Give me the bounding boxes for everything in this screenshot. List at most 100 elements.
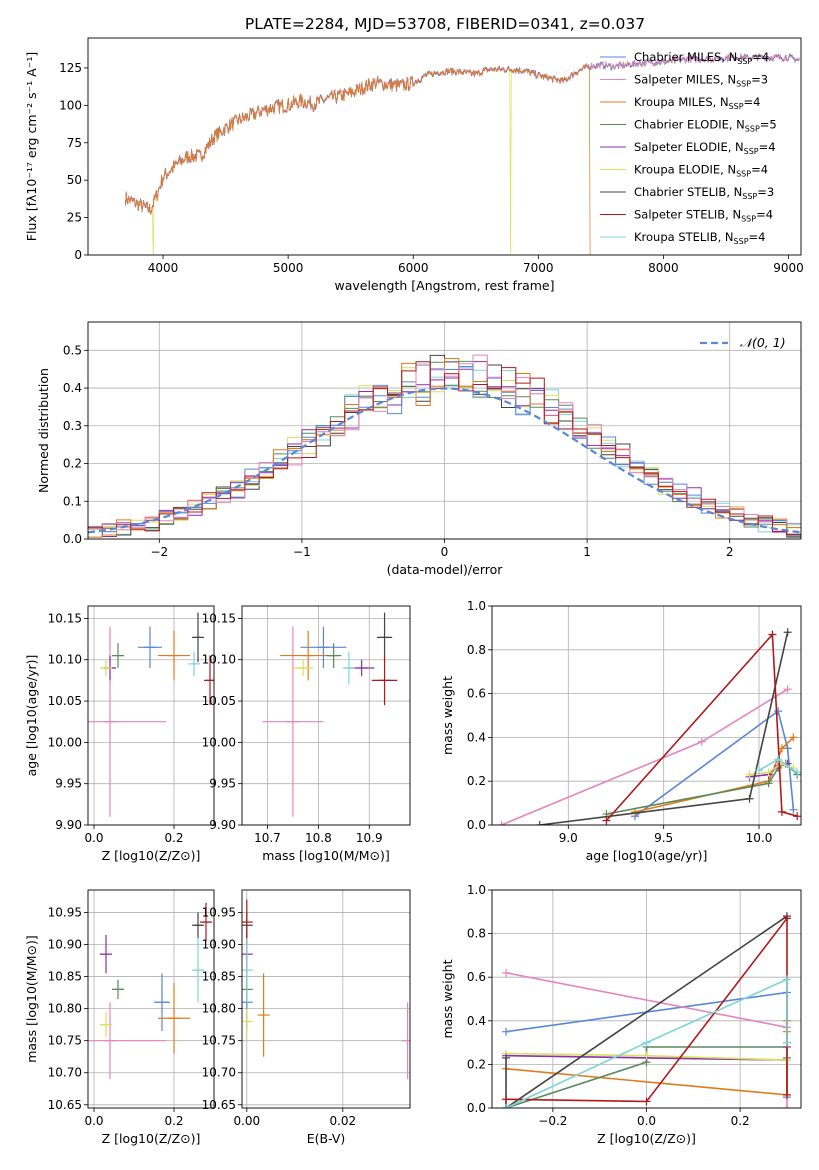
x-tick-label: 10.9 xyxy=(356,831,383,845)
errorbar-point xyxy=(100,934,112,974)
y-tick-label: 9.90 xyxy=(55,818,82,832)
axes-frame xyxy=(87,321,802,540)
y-tick-label: 100 xyxy=(59,98,82,112)
panel-mass-vs-Z: 0.0 0.2 10.65 10.70 10.75 10.80 10.85 10.90 10.9… xyxy=(24,889,215,1146)
spectrum-line-kroupa-miles xyxy=(125,63,591,255)
x-axis-label: mass [log10(M/M⊙)] xyxy=(262,848,390,863)
x-tick-label: 0 xyxy=(441,545,449,559)
legend-entry: Kroupa STELIB, NSSP=4 xyxy=(634,230,765,246)
plot-area xyxy=(88,612,214,817)
y-axis-label: Flux [fλ10⁻¹⁷ erg cm⁻² s⁻¹ A⁻¹] xyxy=(24,52,39,241)
weight-marker xyxy=(793,812,801,821)
legend-entry: Kroupa MILES, NSSP=4 xyxy=(634,95,760,111)
y-tick-label: 10.75 xyxy=(48,1034,82,1048)
histogram-step xyxy=(88,361,801,535)
weight-marker xyxy=(697,737,706,746)
errorbar-point xyxy=(262,626,324,817)
x-tick-label: −2 xyxy=(150,545,168,559)
errorbar-point xyxy=(257,973,270,1057)
y-tick-label: 10.95 xyxy=(202,905,236,919)
y-axis-label: mass [log10(M/M⊙)] xyxy=(24,935,39,1063)
plot-area xyxy=(125,53,800,255)
y-tick-label: 9.95 xyxy=(55,777,82,791)
y-tick-label: 0.4 xyxy=(63,381,82,395)
panel-weight-vs-Z: −0.2 0.0 0.2 0.0 0.2 0.4 0.6 0.8 1.0 Z [log10(Z/Z… xyxy=(440,883,802,1146)
errorbar-point xyxy=(158,630,190,681)
weight-marker xyxy=(502,968,511,977)
weight-marker xyxy=(642,1038,651,1047)
axes-frame xyxy=(241,889,411,1109)
y-tick-label: 10.80 xyxy=(202,1002,236,1016)
weight-marker xyxy=(745,794,754,803)
y-tick-label: 10.65 xyxy=(202,1098,236,1112)
errorbar-point xyxy=(376,612,393,663)
weight-marker xyxy=(783,685,792,694)
legend-entry: Chabrier MILES, NSSP=4 xyxy=(634,50,769,66)
y-tick-label: 10.00 xyxy=(48,735,82,749)
y-tick-label: 10.10 xyxy=(202,653,236,667)
weight-marker xyxy=(782,1104,791,1108)
errorbar-point xyxy=(112,979,124,999)
axes-frame xyxy=(87,889,215,1109)
y-tick-label: 0.2 xyxy=(467,774,486,788)
y-tick-label: 0.6 xyxy=(467,970,486,984)
histogram-step xyxy=(88,354,801,531)
legend-entry: Kroupa ELODIE, NSSP=4 xyxy=(634,163,768,179)
x-tick-label: 0.2 xyxy=(164,1114,183,1128)
panel-age-vs-mass: 10.7 10.8 10.9 9.90 9.95 10.00 10.05 10.10 10.15… xyxy=(202,605,411,863)
y-axis-label: age [log10(age/yr)] xyxy=(24,655,39,777)
x-tick-label: 0.0 xyxy=(84,1114,103,1128)
weight-series-line xyxy=(505,915,788,1108)
weight-marker xyxy=(789,733,798,742)
x-tick-label: 9.0 xyxy=(559,831,578,845)
x-axis-label: E(B-V) xyxy=(307,1131,346,1146)
axes-frame xyxy=(87,37,802,256)
x-axis-label: age [log10(age/yr)] xyxy=(586,848,708,863)
errorbar-point xyxy=(88,1002,166,1080)
x-axis-label: wavelength [Angstrom, rest frame] xyxy=(334,278,554,293)
legend-entry: Chabrier STELIB, NSSP=3 xyxy=(634,185,774,201)
errorbar-point xyxy=(371,655,398,706)
weight-marker xyxy=(764,768,773,777)
y-tick-label: 25 xyxy=(67,211,82,225)
y-tick-label: 0.1 xyxy=(63,494,82,508)
legend-entry: Chabrier ELODIE, NSSP=5 xyxy=(634,118,777,134)
y-tick-label: 10.75 xyxy=(202,1034,236,1048)
weight-marker xyxy=(774,755,783,764)
y-tick-label: 9.95 xyxy=(209,777,236,791)
weight-marker xyxy=(502,1095,511,1104)
errorbar-point xyxy=(292,659,314,677)
weight-marker xyxy=(497,821,506,825)
y-tick-label: 75 xyxy=(67,136,82,150)
weight-marker xyxy=(745,770,754,779)
axes-frame xyxy=(491,605,802,826)
errorbar-point xyxy=(326,643,342,668)
x-tick-label: 2 xyxy=(726,545,734,559)
weight-marker xyxy=(764,779,773,788)
legend-entry: Salpeter ELODIE, NSSP=4 xyxy=(634,140,776,156)
errorbar-point xyxy=(158,982,190,1054)
axes-frame xyxy=(241,605,411,826)
weight-marker xyxy=(535,821,544,825)
errorbar-point xyxy=(154,973,170,1032)
weight-marker xyxy=(782,1090,791,1099)
legend-entry: Salpeter MILES, NSSP=3 xyxy=(634,73,768,89)
y-tick-label: 0 xyxy=(74,248,82,262)
x-tick-label: 10.8 xyxy=(305,831,332,845)
errorbar-point xyxy=(242,1008,253,1035)
histogram-step xyxy=(88,358,801,538)
weight-series-line xyxy=(605,632,798,822)
y-tick-label: 10.10 xyxy=(48,653,82,667)
y-tick-label: 10.70 xyxy=(202,1066,236,1080)
x-tick-label: 7000 xyxy=(523,261,554,275)
x-tick-label: 8000 xyxy=(648,261,679,275)
weight-marker xyxy=(777,807,786,816)
y-tick-label: 10.05 xyxy=(202,694,236,708)
y-tick-label: 125 xyxy=(59,61,82,75)
weight-marker xyxy=(768,630,777,639)
y-tick-label: 0.3 xyxy=(63,419,82,433)
y-tick-label: 0.0 xyxy=(467,818,486,832)
x-tick-label: 6000 xyxy=(398,261,429,275)
y-tick-label: 10.65 xyxy=(48,1098,82,1112)
